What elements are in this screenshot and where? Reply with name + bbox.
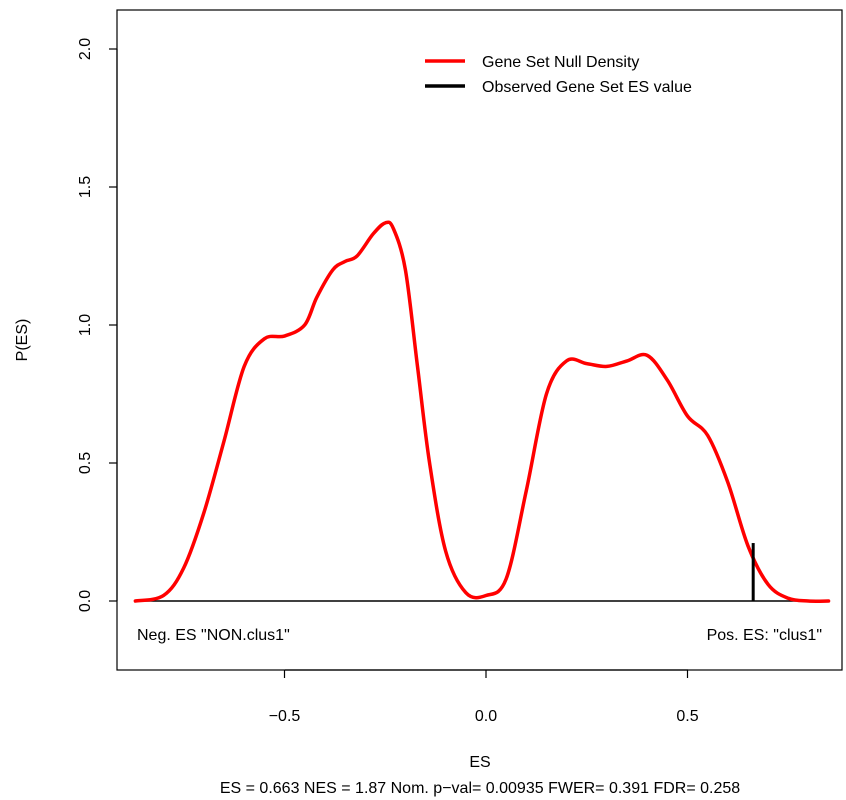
x-tick-label: 0.5 [676, 708, 698, 725]
legend-label-density: Gene Set Null Density [482, 54, 639, 71]
y-tick-label: 0.0 [77, 590, 94, 612]
y-tick-label: 0.5 [77, 452, 94, 474]
legend-label-observed: Observed Gene Set ES value [482, 79, 692, 96]
y-tick-label: 1.5 [77, 176, 94, 198]
x-tick-label: 0.0 [475, 708, 497, 725]
y-axis-ticks: 0.0 0.5 1.0 1.5 2.0 [77, 38, 117, 612]
plot-frame [116, 9, 843, 671]
y-axis-title: P(ES) [14, 319, 31, 362]
y-tick-label: 2.0 [77, 38, 94, 60]
null-density-curve [133, 220, 831, 603]
stats-summary: ES = 0.663 NES = 1.87 Nom. p−val= 0.0093… [220, 780, 740, 797]
x-tick-label: −0.5 [269, 708, 301, 725]
legend: Gene Set Null Density Observed Gene Set … [425, 54, 692, 96]
pos-es-label: Pos. ES: "clus1" [707, 627, 822, 644]
y-tick-label: 1.0 [77, 314, 94, 336]
x-axis-title: ES [469, 754, 490, 771]
neg-es-label: Neg. ES "NON.clus1" [137, 627, 290, 644]
x-axis-ticks: −0.5 0.0 0.5 [269, 670, 699, 725]
